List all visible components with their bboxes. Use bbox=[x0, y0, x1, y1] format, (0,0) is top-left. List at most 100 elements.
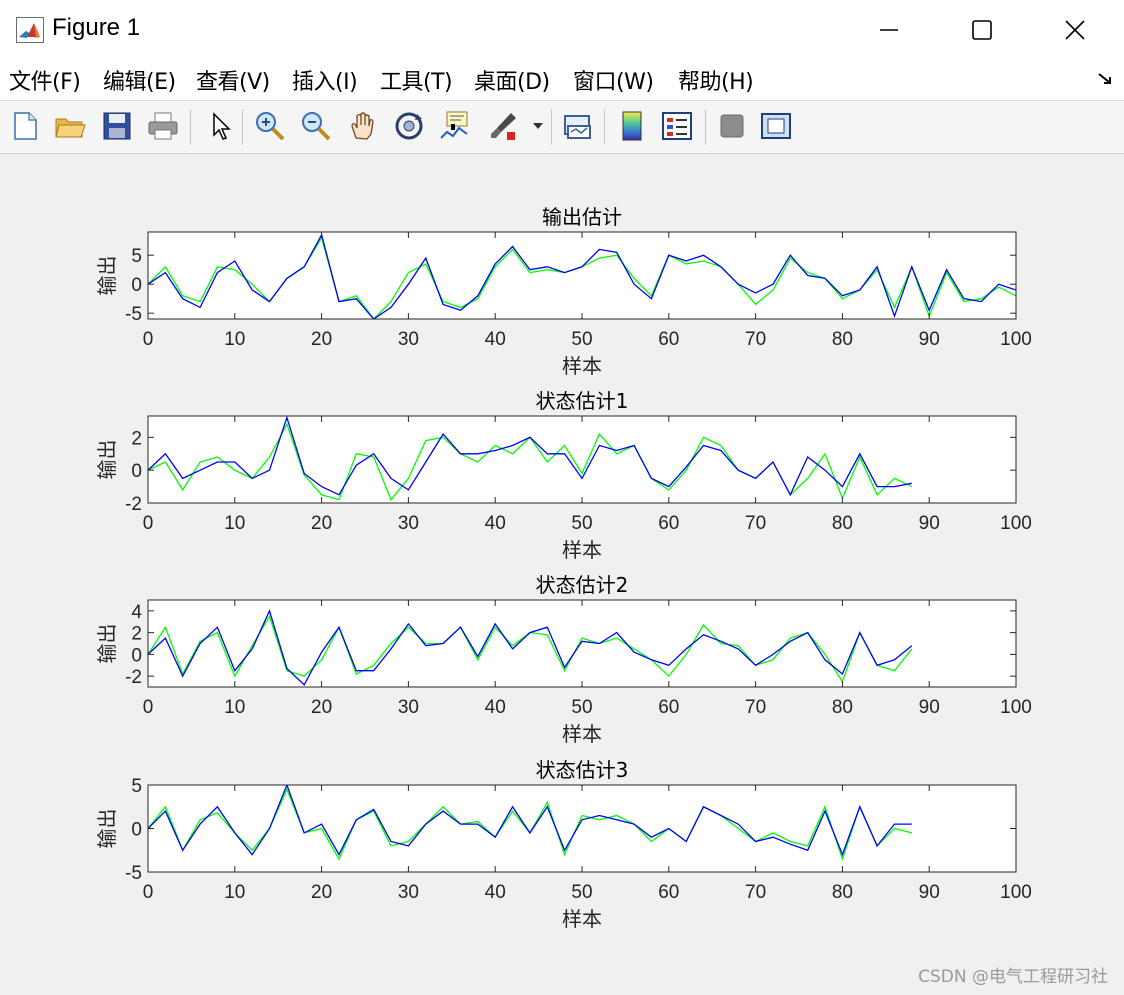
y-tick-label: -5 bbox=[125, 304, 142, 325]
x-tick-label: 40 bbox=[485, 329, 506, 350]
insert-legend-button[interactable] bbox=[658, 107, 696, 145]
window-title: Figure 1 bbox=[52, 14, 141, 41]
toolbar-separator bbox=[190, 109, 191, 145]
pan-button[interactable] bbox=[344, 107, 382, 145]
x-tick-label: 80 bbox=[832, 697, 853, 718]
x-tick-label: 40 bbox=[485, 882, 506, 903]
brush-icon bbox=[491, 113, 516, 140]
x-tick-label: 10 bbox=[224, 697, 245, 718]
data-cursor-button[interactable] bbox=[436, 107, 474, 145]
zoom-in-button[interactable] bbox=[251, 107, 289, 145]
new-figure-icon bbox=[14, 112, 37, 140]
menu-insert[interactable]: 插入(I) bbox=[292, 70, 358, 95]
data-cursor-icon bbox=[440, 111, 468, 139]
menu-help[interactable]: 帮助(H) bbox=[678, 70, 754, 95]
x-axis-label: 样本 bbox=[562, 354, 602, 378]
y-tick-label: 0 bbox=[131, 461, 142, 482]
menu-edit[interactable]: 编辑(E) bbox=[103, 70, 176, 95]
save-button[interactable] bbox=[98, 107, 136, 145]
pan-hand-icon bbox=[351, 112, 374, 140]
menu-tools[interactable]: 工具(T) bbox=[380, 70, 453, 95]
x-tick-label: 100 bbox=[1000, 882, 1032, 903]
open-file-button[interactable] bbox=[51, 107, 89, 145]
y-tick-label: 0 bbox=[131, 820, 142, 841]
x-tick-label: 30 bbox=[398, 697, 419, 718]
x-tick-label: 20 bbox=[311, 882, 332, 903]
hide-plot-tools-button[interactable] bbox=[713, 107, 751, 145]
new-figure-button[interactable] bbox=[6, 107, 44, 145]
series-line-2 bbox=[148, 233, 1016, 319]
menu-file[interactable]: 文件(F) bbox=[9, 70, 81, 95]
x-tick-label: 80 bbox=[832, 882, 853, 903]
zoom-out-button[interactable] bbox=[297, 107, 335, 145]
maximize-button[interactable] bbox=[936, 0, 1028, 60]
figure-toolbar bbox=[0, 100, 1124, 154]
x-tick-label: 100 bbox=[1000, 697, 1032, 718]
legend-icon bbox=[662, 112, 692, 140]
y-tick-label: 0 bbox=[131, 645, 142, 666]
y-tick-label: -2 bbox=[125, 494, 142, 515]
menu-view[interactable]: 查看(V) bbox=[196, 70, 270, 95]
y-axis-label: 输出 bbox=[95, 809, 119, 849]
subplot-title: 状态估计1 bbox=[536, 389, 629, 413]
minimize-button[interactable] bbox=[843, 0, 935, 60]
brush-button[interactable] bbox=[484, 107, 522, 145]
menu-desktop[interactable]: 桌面(D) bbox=[474, 70, 550, 95]
x-tick-label: 50 bbox=[571, 697, 592, 718]
insert-colorbar-button[interactable] bbox=[613, 107, 651, 145]
y-tick-label: -2 bbox=[125, 667, 142, 688]
menu-window[interactable]: 窗口(W) bbox=[573, 70, 654, 95]
rotate-3d-button[interactable] bbox=[390, 107, 428, 145]
dock-arrow-icon[interactable] bbox=[1096, 70, 1114, 88]
x-tick-label: 30 bbox=[398, 329, 419, 350]
brush-dropdown-icon bbox=[533, 123, 543, 129]
x-tick-label: 50 bbox=[571, 513, 592, 534]
pointer-arrow-icon bbox=[213, 112, 231, 140]
x-tick-label: 0 bbox=[143, 513, 154, 534]
x-tick-label: 0 bbox=[143, 697, 154, 718]
x-axis-label: 样本 bbox=[562, 722, 602, 746]
subplot-title: 状态估计3 bbox=[536, 758, 629, 782]
close-button[interactable] bbox=[1029, 0, 1121, 60]
x-tick-label: 20 bbox=[311, 329, 332, 350]
x-tick-label: 90 bbox=[919, 697, 940, 718]
print-button[interactable] bbox=[144, 107, 182, 145]
y-axis-label: 输出 bbox=[95, 624, 119, 664]
brush-dropdown-button[interactable] bbox=[527, 107, 549, 145]
series-line-2 bbox=[148, 785, 912, 857]
menu-bar: 文件(F) 编辑(E) 查看(V) 插入(I) 工具(T) 桌面(D) 窗口(W… bbox=[0, 60, 1124, 100]
hide-plot-tools-icon bbox=[720, 114, 744, 138]
link-plot-icon bbox=[564, 115, 591, 139]
x-tick-label: 20 bbox=[311, 697, 332, 718]
x-tick-label: 30 bbox=[398, 882, 419, 903]
save-icon bbox=[103, 112, 131, 140]
series-line-2 bbox=[148, 609, 913, 686]
edit-plot-button[interactable] bbox=[201, 107, 239, 145]
print-icon bbox=[148, 112, 178, 140]
y-axis-label: 输出 bbox=[95, 256, 119, 296]
maximize-icon bbox=[972, 20, 992, 40]
x-tick-label: 90 bbox=[919, 329, 940, 350]
x-tick-label: 90 bbox=[919, 882, 940, 903]
x-tick-label: 0 bbox=[143, 882, 154, 903]
x-tick-label: 60 bbox=[658, 513, 679, 534]
x-tick-label: 60 bbox=[658, 329, 679, 350]
zoom-out-icon bbox=[302, 112, 331, 141]
title-bar: Figure 1 bbox=[0, 0, 1124, 61]
y-tick-label: 0 bbox=[131, 275, 142, 296]
x-tick-label: 10 bbox=[224, 329, 245, 350]
x-tick-label: 10 bbox=[224, 513, 245, 534]
link-plot-button[interactable] bbox=[559, 107, 597, 145]
x-tick-label: 60 bbox=[658, 882, 679, 903]
show-plot-tools-button[interactable] bbox=[757, 107, 795, 145]
x-tick-label: 40 bbox=[485, 697, 506, 718]
subplot-title: 状态估计2 bbox=[536, 573, 629, 597]
y-axis-label: 输出 bbox=[95, 440, 119, 480]
x-axis-label: 样本 bbox=[562, 907, 602, 931]
x-axis-label: 样本 bbox=[562, 538, 602, 562]
x-tick-label: 90 bbox=[919, 513, 940, 534]
axes-background bbox=[148, 785, 1016, 872]
x-tick-label: 100 bbox=[1000, 513, 1032, 534]
x-tick-label: 70 bbox=[745, 882, 766, 903]
